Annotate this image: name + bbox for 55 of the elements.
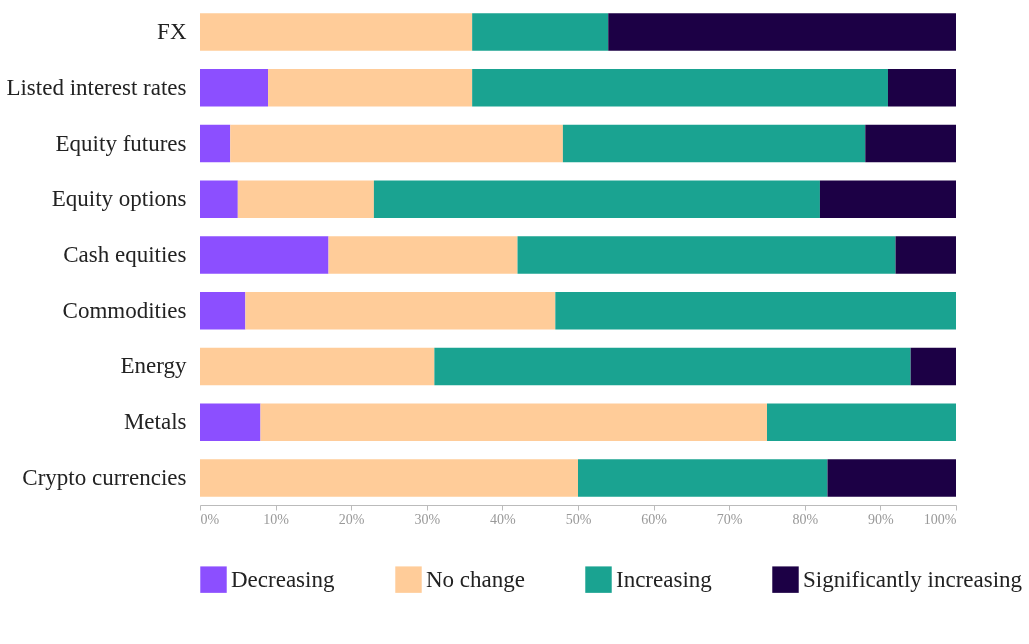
x-tick-label: 70% <box>716 511 743 527</box>
bar <box>819 180 956 218</box>
bar <box>865 124 956 163</box>
bar <box>373 180 820 218</box>
x-tick-label: 60% <box>641 511 668 527</box>
y-tick-label: Equity futures <box>55 130 187 156</box>
bar <box>608 13 956 51</box>
y-tick-label: Energy <box>120 353 187 379</box>
bar <box>200 124 231 163</box>
bar <box>237 180 374 218</box>
x-tick-label: 90% <box>868 511 895 527</box>
bar <box>260 403 767 441</box>
bar <box>245 292 556 330</box>
bar <box>887 69 956 107</box>
y-tick-label: Commodities <box>62 297 187 323</box>
x-tick-label: 50% <box>565 511 592 527</box>
bar <box>200 69 269 107</box>
x-tick-label: 40% <box>490 511 517 527</box>
bar <box>200 180 238 218</box>
bar <box>827 459 956 497</box>
y-tick-label: Cash equities <box>63 242 187 267</box>
x-tick-label: 80% <box>792 511 819 527</box>
x-tick-label: 0% <box>200 511 220 527</box>
bar <box>434 347 911 386</box>
bar <box>200 403 261 441</box>
bar <box>200 13 473 51</box>
bar <box>200 459 578 497</box>
legend-label: No change <box>426 566 525 592</box>
bar <box>562 124 866 163</box>
bar <box>200 292 246 330</box>
bar <box>910 347 956 386</box>
x-tick-label: 100% <box>923 511 957 527</box>
bar <box>578 459 828 497</box>
x-tick-label: 10% <box>263 511 290 527</box>
y-tick-label: FX <box>157 19 187 45</box>
bar <box>328 236 518 274</box>
bar <box>767 403 956 441</box>
bar <box>472 69 888 107</box>
bar <box>472 13 609 51</box>
bar <box>268 69 473 107</box>
y-tick-label: Listed interest rates <box>6 74 187 100</box>
bar <box>230 124 563 163</box>
bar <box>555 292 956 330</box>
bar <box>517 236 896 274</box>
bar <box>200 347 435 386</box>
x-tick-label: 20% <box>338 511 365 527</box>
legend-label: Significantly increasing <box>803 566 1023 592</box>
legend-label: Increasing <box>616 566 713 592</box>
y-tick-label: Metals <box>123 409 187 435</box>
legend-label: Decreasing <box>231 566 335 592</box>
y-tick-label: Crypto currencies <box>22 464 187 490</box>
bar <box>200 236 329 274</box>
bar <box>895 236 956 274</box>
y-tick-label: Equity options <box>51 186 187 212</box>
x-tick-label: 30% <box>414 511 441 527</box>
